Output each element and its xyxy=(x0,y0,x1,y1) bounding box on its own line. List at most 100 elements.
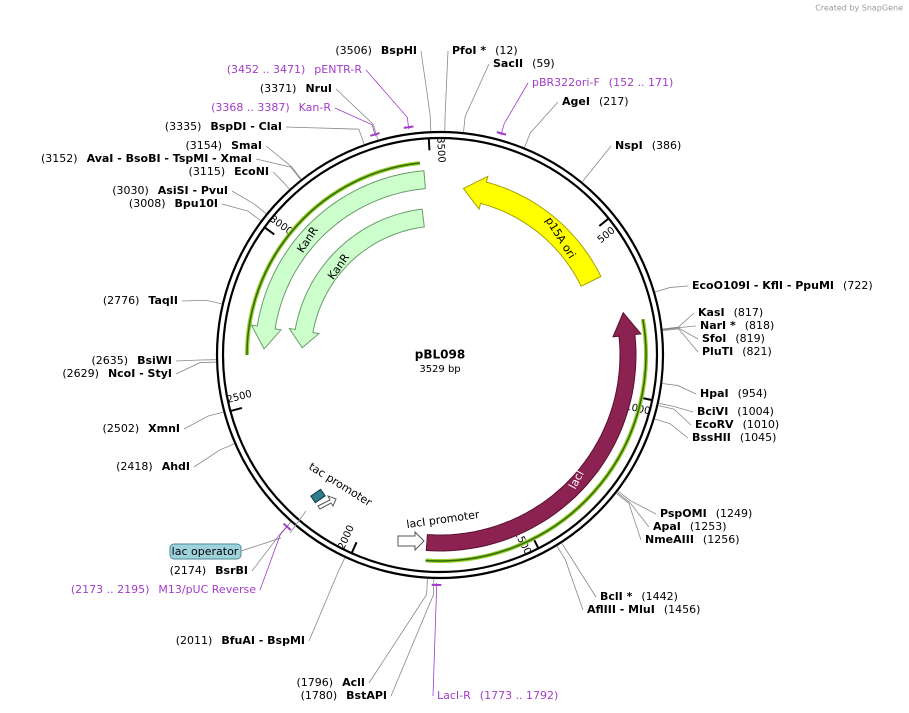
site-position: (2776) xyxy=(103,294,140,307)
site-leader xyxy=(654,285,689,293)
site-name: NarI * xyxy=(700,319,736,332)
site-name: AflIII - MluI xyxy=(587,603,655,616)
primer-label: pBR322ori-F (152 .. 171) xyxy=(532,76,673,89)
site-position: (3452 .. 3471) xyxy=(227,63,306,76)
site-label: BssHII (1045) xyxy=(692,431,776,444)
site-leader xyxy=(255,158,301,180)
laci-promoter-arrow xyxy=(397,530,425,552)
site-leader xyxy=(662,325,697,330)
site-label: SacII (59) xyxy=(493,57,555,70)
site-label: PluTI (821) xyxy=(702,345,772,358)
site-position: (3115) xyxy=(189,165,226,178)
site-name: BfuAI - BspMI xyxy=(221,634,305,647)
site-position: (3152) xyxy=(41,152,78,165)
site-name: SacII xyxy=(493,57,523,70)
site-leader xyxy=(463,63,490,133)
site-position: (3030) xyxy=(112,184,149,197)
site-name: BspHI xyxy=(381,44,417,57)
site-leader xyxy=(654,418,689,439)
primer-leader xyxy=(259,525,289,591)
site-name: pENTR-R xyxy=(314,63,362,76)
site-label: BciVI (1004) xyxy=(697,405,774,418)
site-label: (3371) NruI xyxy=(260,82,332,95)
site-label: ApaI (1253) xyxy=(653,520,726,533)
site-leader xyxy=(175,359,217,362)
site-position: (1256) xyxy=(703,533,740,546)
site-position: (1442) xyxy=(641,590,678,603)
site-name: AsiSI - PvuI xyxy=(158,184,228,197)
site-name: LacI-R xyxy=(437,689,471,702)
site-leader xyxy=(662,312,695,330)
site-label: (2635) BsiWI xyxy=(91,354,172,367)
site-name: KasI xyxy=(698,306,725,319)
site-position: (2418) xyxy=(116,460,153,473)
site-leader xyxy=(662,327,699,340)
site-name: M13/pUC Reverse xyxy=(158,583,256,596)
site-label: (3008) Bpu10I xyxy=(129,197,218,210)
site-position: (1456) xyxy=(664,603,701,616)
primer-label: (3368 .. 3387) Kan-R xyxy=(211,101,331,114)
site-label: NmeAIII (1256) xyxy=(645,533,740,546)
site-label: (2418) AhdI xyxy=(116,460,190,473)
site-label: (3335) BspDI - ClaI xyxy=(165,120,282,133)
site-name: pBR322ori-F xyxy=(532,76,600,89)
site-label: (3115) EcoNI xyxy=(189,165,269,178)
site-name: SmaI xyxy=(231,139,262,152)
site-name: PfoI * xyxy=(452,44,486,57)
site-name: SfoI xyxy=(702,332,726,345)
site-name: BsrBI xyxy=(215,564,248,577)
site-position: (217) xyxy=(599,95,629,108)
tick-label: 3500 xyxy=(434,137,446,163)
site-label: (2011) BfuAI - BspMI xyxy=(176,634,305,647)
site-leader xyxy=(658,405,692,426)
laci-primer-core xyxy=(425,319,647,562)
site-leader xyxy=(524,101,559,148)
site-name: PspOMI xyxy=(660,507,707,520)
site-leader xyxy=(662,328,699,353)
plasmid-name: pBL098 xyxy=(415,348,465,362)
site-name: ApaI xyxy=(653,520,681,533)
primer-label: (3452 .. 3471) pENTR-R xyxy=(227,63,363,76)
site-label: (3154) SmaI xyxy=(186,139,262,152)
primer-leader xyxy=(432,582,437,697)
primer-mark xyxy=(403,125,414,129)
site-label: (3152) AvaI - BsoBI - TspMI - XmaI xyxy=(41,152,252,165)
site-position: (3368 .. 3387) xyxy=(211,101,290,114)
kanr-primer-core xyxy=(246,162,420,356)
feature-label: lacI promoter xyxy=(406,508,481,531)
site-name: HpaI xyxy=(700,387,729,400)
tick xyxy=(263,226,275,236)
primer-label: (2173 .. 2195) M13/pUC Reverse xyxy=(71,583,256,596)
site-leader xyxy=(193,443,235,468)
site-position: (386) xyxy=(652,139,682,152)
kanr-arrow-outer xyxy=(250,170,426,350)
site-leader xyxy=(561,542,597,598)
site-label: (2502) XmnI xyxy=(103,422,180,435)
site-label: (1796) AclI xyxy=(297,676,365,689)
kanr-arrow-inner xyxy=(288,208,425,349)
plasmid-length: 3529 bp xyxy=(419,364,460,375)
site-name: PluTI xyxy=(702,345,733,358)
site-name: BspDI - ClaI xyxy=(210,120,282,133)
site-label: (2776) TaqII xyxy=(103,294,178,307)
tac-promoter-box xyxy=(310,488,326,504)
site-leader xyxy=(390,578,435,697)
site-label: PfoI * (12) xyxy=(452,44,518,57)
tick xyxy=(230,406,243,413)
site-position: (3506) xyxy=(335,44,372,57)
site-leader xyxy=(616,492,650,528)
site-leader xyxy=(285,126,365,145)
site-label: NspI (386) xyxy=(615,139,681,152)
site-name: Bpu10I xyxy=(175,197,219,210)
site-name: AvaI - BsoBI - TspMI - XmaI xyxy=(87,152,252,165)
site-leader xyxy=(556,545,584,611)
lac-operator-box xyxy=(169,543,242,560)
site-leader xyxy=(265,145,302,180)
site-name: EcoRV xyxy=(695,418,734,431)
site-name: TaqII xyxy=(148,294,178,307)
site-position: (3008) xyxy=(129,197,166,210)
site-name: BstAPI xyxy=(346,689,387,702)
primer-mark xyxy=(370,132,380,137)
tick-label: 500 xyxy=(596,225,618,246)
site-label: KasI (817) xyxy=(698,306,763,319)
